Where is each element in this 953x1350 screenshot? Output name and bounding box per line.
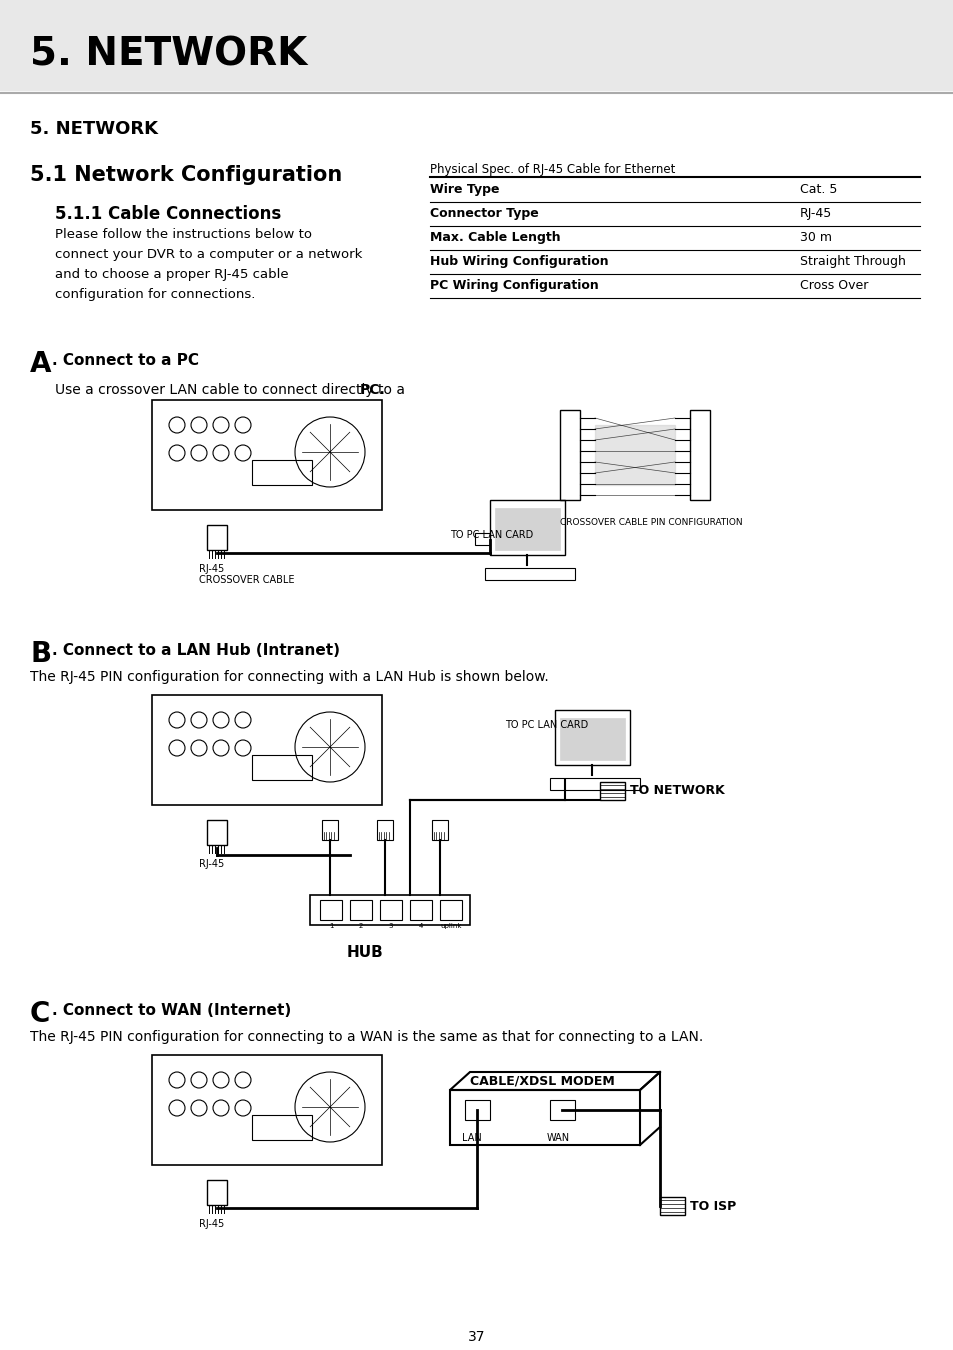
Bar [659,1197,684,1215]
Bar [379,900,401,919]
Text: Connector Type: Connector Type [430,207,538,220]
Text: uplink: uplink [439,923,461,929]
Bar [559,410,579,500]
Text: WAN: WAN [546,1133,570,1143]
Text: 30 m: 30 m [800,231,831,244]
Text: B: B [30,640,51,668]
Text: TO ISP: TO ISP [689,1200,736,1212]
Text: CROSSOVER CABLE PIN CONFIGURATION: CROSSOVER CABLE PIN CONFIGURATION [559,518,741,526]
Text: Wire Type: Wire Type [430,184,499,196]
Bar [319,900,341,919]
Text: 5.1 Network Configuration: 5.1 Network Configuration [30,165,342,185]
Bar [439,900,461,919]
Text: CROSSOVER CABLE: CROSSOVER CABLE [199,575,294,585]
Bar [432,819,448,840]
Bar [484,568,575,580]
Bar [152,1054,381,1165]
Bar [495,508,559,549]
Text: TO PC LAN CARD: TO PC LAN CARD [504,720,588,730]
Text: C: C [30,1000,51,1027]
Bar [252,755,312,780]
Text: Hub Wiring Configuration: Hub Wiring Configuration [430,255,608,269]
Bar [599,782,624,801]
Text: TO NETWORK: TO NETWORK [629,784,724,798]
Bar [555,710,629,765]
Text: The RJ-45 PIN configuration for connecting with a LAN Hub is shown below.: The RJ-45 PIN configuration for connecti… [30,670,548,684]
Bar [207,819,227,845]
Bar [152,695,381,805]
Text: PC.: PC. [359,383,385,397]
Bar [559,718,624,760]
Bar [450,1089,639,1145]
Text: 2: 2 [358,923,363,929]
Text: Straight Through: Straight Through [800,255,905,269]
Bar [310,895,470,925]
Text: PC Wiring Configuration: PC Wiring Configuration [430,279,598,292]
Text: Cat. 5: Cat. 5 [800,184,837,196]
Bar [550,1100,575,1120]
Text: . Connect to a PC: . Connect to a PC [52,352,199,369]
Text: TO PC LAN CARD: TO PC LAN CARD [450,531,533,540]
Text: connect your DVR to a computer or a network: connect your DVR to a computer or a netw… [55,248,362,261]
Text: Physical Spec. of RJ-45 Cable for Ethernet: Physical Spec. of RJ-45 Cable for Ethern… [430,163,675,176]
Bar [322,819,337,840]
Text: Use a crossover LAN cable to connect directly to a: Use a crossover LAN cable to connect dir… [55,383,409,397]
Bar [475,533,490,545]
Bar [464,1100,490,1120]
Text: 1: 1 [329,923,333,929]
Text: and to choose a proper RJ-45 cable: and to choose a proper RJ-45 cable [55,269,289,281]
Text: RJ-45: RJ-45 [800,207,831,220]
Bar [376,819,393,840]
Text: 37: 37 [468,1330,485,1345]
Bar [350,900,372,919]
Text: Please follow the instructions below to: Please follow the instructions below to [55,228,312,242]
Text: RJ-45: RJ-45 [199,1219,224,1228]
Text: LAN: LAN [461,1133,481,1143]
Text: Cross Over: Cross Over [800,279,867,292]
Text: RJ-45: RJ-45 [199,859,224,869]
Text: CABLE/XDSL MODEM: CABLE/XDSL MODEM [470,1075,614,1088]
Bar [689,410,709,500]
Text: 3: 3 [388,923,393,929]
Bar [550,778,639,790]
Bar [0,0,953,90]
Bar [152,400,381,510]
Bar [207,525,227,549]
Text: 5. NETWORK: 5. NETWORK [30,36,307,74]
Bar [252,460,312,485]
Text: . Connect to WAN (Internet): . Connect to WAN (Internet) [52,1003,291,1018]
Bar [595,425,675,485]
Text: HUB: HUB [346,945,383,960]
Bar [252,1115,312,1139]
Text: RJ-45: RJ-45 [199,564,224,574]
Bar [207,1180,227,1206]
Bar [490,500,564,555]
Text: configuration for connections.: configuration for connections. [55,288,255,301]
Text: 4: 4 [418,923,423,929]
Text: 5. NETWORK: 5. NETWORK [30,120,158,138]
Bar [410,900,432,919]
Text: 5.1.1 Cable Connections: 5.1.1 Cable Connections [55,205,281,223]
Text: Max. Cable Length: Max. Cable Length [430,231,560,244]
Text: . Connect to a LAN Hub (Intranet): . Connect to a LAN Hub (Intranet) [52,643,339,657]
Text: The RJ-45 PIN configuration for connecting to a WAN is the same as that for conn: The RJ-45 PIN configuration for connecti… [30,1030,702,1044]
Text: A: A [30,350,51,378]
